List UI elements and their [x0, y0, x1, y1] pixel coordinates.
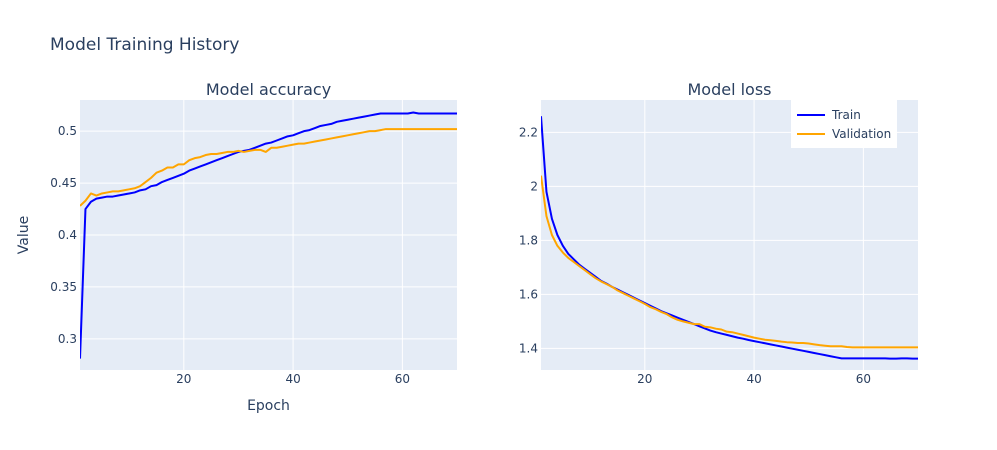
- loss-x-tick-label: 20: [637, 372, 652, 386]
- loss-panel: 1.4 1.6 1.8 2 2.2 20 40 60: [519, 100, 918, 386]
- loss-y-tick-label: 1.8: [519, 233, 538, 247]
- accuracy-train-line[interactable]: [80, 111, 457, 359]
- legend-background: [791, 100, 897, 148]
- accuracy-validation-line[interactable]: [80, 128, 457, 207]
- y-axis-label: Value: [16, 216, 32, 254]
- accuracy-y-tick-label: 0.4: [58, 228, 77, 242]
- x-axis-label: Epoch: [247, 398, 290, 414]
- accuracy-panel: 0.3 0.35 0.4 0.45 0.5 20 40 60: [50, 100, 457, 386]
- loss-y-tick-label: 2: [530, 179, 538, 193]
- accuracy-y-tick-label: 0.5: [58, 124, 77, 138]
- loss-y-tick-label: 1.6: [519, 287, 538, 301]
- accuracy-x-tick-label: 40: [285, 372, 300, 386]
- legend-train-label: Train: [831, 108, 861, 122]
- loss-validation-line[interactable]: [541, 175, 918, 349]
- accuracy-x-tick-label: 60: [395, 372, 410, 386]
- accuracy-x-tick-label: 20: [176, 372, 191, 386]
- figure-title: Model Training History: [50, 35, 239, 55]
- legend[interactable]: Train Validation: [791, 100, 897, 148]
- accuracy-subplot-title: Model accuracy: [206, 80, 331, 99]
- loss-y-tick-label: 1.4: [519, 341, 538, 355]
- accuracy-y-tick-label: 0.45: [50, 176, 77, 190]
- loss-y-tick-label: 2.2: [519, 125, 538, 139]
- accuracy-y-tick-label: 0.3: [58, 332, 77, 346]
- loss-x-tick-label: 60: [856, 372, 871, 386]
- legend-validation-label: Validation: [832, 127, 891, 141]
- loss-x-tick-label: 40: [746, 372, 761, 386]
- accuracy-y-tick-label: 0.35: [50, 280, 77, 294]
- loss-subplot-title: Model loss: [687, 80, 771, 99]
